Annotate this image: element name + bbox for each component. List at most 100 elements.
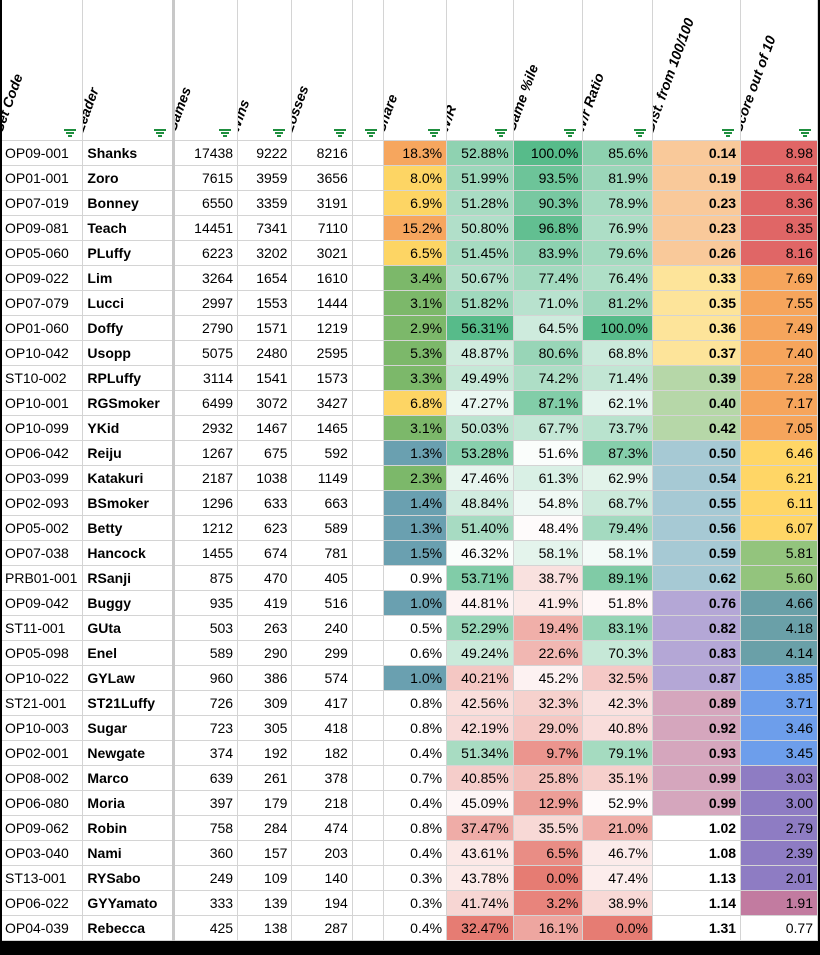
score-cell[interactable]: 3.00 [740,790,818,816]
games-cell[interactable]: 7615 [173,165,239,191]
wins-cell[interactable]: 179 [237,790,293,816]
score-cell[interactable]: 3.45 [740,740,818,766]
set-code-cell[interactable]: ST21-001 [2,690,84,716]
game-percentile-cell[interactable]: 90.3% [513,190,584,216]
filter-icon[interactable] [799,128,811,137]
set-code-cell[interactable]: OP10-001 [2,390,84,416]
share-cell[interactable]: 15.2% [383,215,448,241]
game-percentile-cell[interactable]: 71.0% [513,290,584,316]
losses-cell[interactable]: 3191 [291,190,353,216]
filter-icon[interactable] [494,128,507,137]
games-cell[interactable]: 935 [173,590,239,616]
score-cell[interactable]: 4.66 [740,590,818,616]
win-rate-cell[interactable]: 52.29% [446,615,514,641]
set-code-cell[interactable]: OP09-062 [2,815,84,841]
set-code-cell[interactable]: OP03-099 [2,465,84,491]
dist-cell[interactable]: 0.93 [652,740,742,766]
share-cell[interactable]: 5.3% [383,340,448,366]
leader-cell[interactable]: GUta [82,615,175,641]
losses-cell[interactable]: 1465 [291,415,353,441]
score-cell[interactable]: 6.21 [740,465,818,491]
losses-cell[interactable]: 182 [291,740,353,766]
share-cell[interactable]: 3.1% [383,415,448,441]
game-percentile-cell[interactable]: 80.6% [513,340,584,366]
blank-cell[interactable] [352,265,384,291]
game-percentile-cell[interactable]: 3.2% [513,890,584,916]
share-cell[interactable]: 1.4% [383,490,448,516]
score-cell[interactable]: 2.39 [740,840,818,866]
games-cell[interactable]: 3264 [173,265,239,291]
leader-cell[interactable]: BSmoker [82,490,175,516]
blank-cell[interactable] [352,740,384,766]
set-code-cell[interactable]: OP06-080 [2,790,84,816]
win-rate-cell[interactable]: 41.74% [446,890,514,916]
wr-ratio-cell[interactable]: 79.6% [582,240,653,266]
game-percentile-cell[interactable]: 19.4% [513,615,584,641]
filter-icon[interactable] [633,128,646,137]
share-cell[interactable]: 0.9% [383,565,448,591]
dist-cell[interactable]: 1.13 [652,865,742,891]
score-cell[interactable]: 8.16 [740,240,818,266]
leader-cell[interactable]: Zoro [82,165,175,191]
dist-cell[interactable]: 0.56 [652,515,742,541]
blank-cell[interactable] [352,865,384,891]
wr-ratio-cell[interactable]: 76.4% [582,265,653,291]
dist-cell[interactable]: 1.02 [652,815,742,841]
set-code-cell[interactable]: OP10-042 [2,340,84,366]
leader-cell[interactable]: Usopp [82,340,175,366]
set-code-cell[interactable]: OP09-001 [2,140,84,166]
blank-cell[interactable] [352,190,384,216]
losses-cell[interactable]: 592 [291,440,353,466]
filter-icon[interactable] [722,128,735,137]
losses-cell[interactable]: 287 [291,915,353,941]
share-cell[interactable]: 0.6% [383,640,448,666]
wr-ratio-cell[interactable]: 78.9% [582,190,653,216]
share-cell[interactable]: 0.3% [383,865,448,891]
win-rate-cell[interactable]: 50.80% [446,215,514,241]
wins-cell[interactable]: 1654 [237,265,293,291]
wr-ratio-cell[interactable]: 81.2% [582,290,653,316]
game-percentile-cell[interactable]: 64.5% [513,315,584,341]
score-cell[interactable]: 6.11 [740,490,818,516]
losses-cell[interactable]: 589 [291,515,353,541]
leader-cell[interactable]: RPLuffy [82,365,175,391]
wins-cell[interactable]: 1467 [237,415,293,441]
share-cell[interactable]: 6.9% [383,190,448,216]
win-rate-cell[interactable]: 49.24% [446,640,514,666]
games-cell[interactable]: 1267 [173,440,239,466]
wr-ratio-cell[interactable]: 81.9% [582,165,653,191]
dist-cell[interactable]: 0.83 [652,640,742,666]
wins-cell[interactable]: 261 [237,765,293,791]
blank-cell[interactable] [352,640,384,666]
wins-cell[interactable]: 675 [237,440,293,466]
share-cell[interactable]: 1.3% [383,440,448,466]
games-cell[interactable]: 758 [173,815,239,841]
wins-cell[interactable]: 3072 [237,390,293,416]
dist-cell[interactable]: 1.31 [652,915,742,941]
dist-cell[interactable]: 0.55 [652,490,742,516]
leader-cell[interactable]: YKid [82,415,175,441]
games-cell[interactable]: 425 [173,915,239,941]
score-cell[interactable]: 4.18 [740,615,818,641]
dist-cell[interactable]: 0.92 [652,715,742,741]
share-cell[interactable]: 0.8% [383,690,448,716]
filter-icon[interactable] [364,128,377,137]
losses-cell[interactable]: 663 [291,490,353,516]
share-cell[interactable]: 8.0% [383,165,448,191]
win-rate-cell[interactable]: 47.27% [446,390,514,416]
share-cell[interactable]: 0.4% [383,840,448,866]
share-cell[interactable]: 0.4% [383,790,448,816]
win-rate-cell[interactable]: 49.49% [446,365,514,391]
game-percentile-cell[interactable]: 54.8% [513,490,584,516]
wr-ratio-cell[interactable]: 100.0% [582,315,653,341]
win-rate-cell[interactable]: 51.99% [446,165,514,191]
losses-cell[interactable]: 140 [291,865,353,891]
dist-cell[interactable]: 0.37 [652,340,742,366]
filter-icon[interactable] [219,128,232,137]
win-rate-cell[interactable]: 40.21% [446,665,514,691]
losses-cell[interactable]: 194 [291,890,353,916]
blank-cell[interactable] [352,690,384,716]
leader-cell[interactable]: Betty [82,515,175,541]
win-rate-cell[interactable]: 44.81% [446,590,514,616]
wr-ratio-cell[interactable]: 83.1% [582,615,653,641]
